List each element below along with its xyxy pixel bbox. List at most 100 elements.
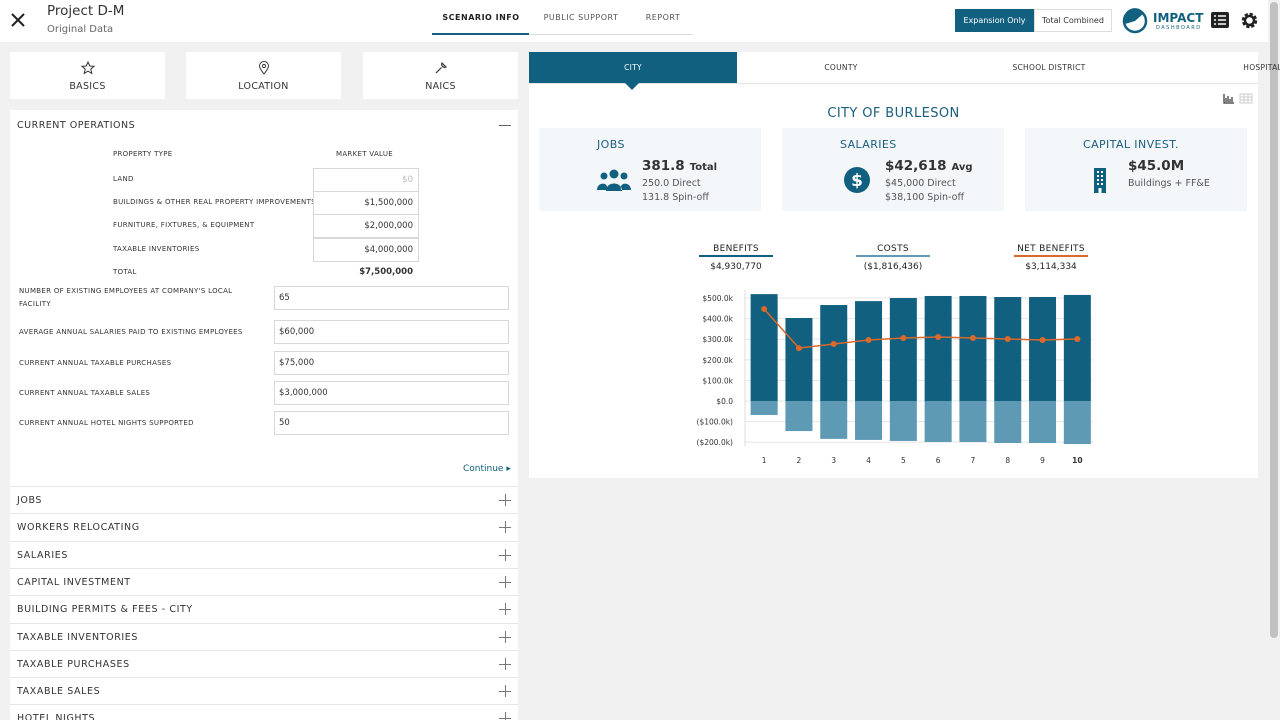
property-value[interactable]: $1,500,000 [364, 198, 413, 208]
kpi-icon: $ [844, 167, 870, 193]
kpi-card: CAPITAL INVEST. $45.0M Buildings + FF&E [1025, 128, 1247, 211]
field-value[interactable]: 65 [279, 293, 290, 303]
section-divider [10, 649, 518, 651]
collapse-icon[interactable] [499, 125, 511, 126]
property-label: BUILDINGS & OTHER REAL PROPERTY IMPROVEM… [113, 198, 316, 206]
logo-sub: DASHBOARD [1156, 25, 1202, 31]
property-value[interactable]: $2,000,000 [364, 221, 413, 231]
field-label: NUMBER OF EXISTING EMPLOYEES AT COMPANY'… [19, 287, 233, 308]
property-input[interactable]: $4,000,000 [313, 238, 419, 262]
toggle-inactive[interactable]: Total Combined [1034, 9, 1112, 32]
total-label: TOTAL [113, 268, 137, 276]
entity-tab[interactable]: SCHOOL DISTRICT [1012, 63, 1086, 72]
kpi-value: $45.0M [1128, 158, 1185, 174]
header [0, 0, 1268, 42]
kpi-main: $45.0M [1128, 158, 1184, 174]
project-subtitle: Original Data [47, 24, 114, 35]
nav-card[interactable]: NAICS [363, 52, 518, 99]
expand-icon[interactable] [505, 575, 506, 588]
field-label: CURRENT ANNUAL TAXABLE SALES [19, 388, 151, 397]
field-input[interactable]: $60,000 [274, 320, 509, 344]
tab-underline [432, 33, 529, 35]
property-label: FURNITURE, FIXTURES, & EQUIPMENT [113, 221, 255, 229]
header-tab[interactable]: PUBLIC SUPPORT [543, 13, 619, 22]
expand-icon[interactable] [505, 712, 506, 720]
close-icon[interactable] [11, 13, 25, 27]
section-label[interactable]: BUILDING PERMITS & FEES - CITY [17, 604, 193, 616]
expand-icon[interactable] [505, 603, 506, 616]
view-icons[interactable] [1223, 93, 1253, 105]
nav-icon [81, 61, 95, 75]
section-label[interactable]: HOTEL NIGHTS [17, 713, 96, 720]
kpi-value: 381.8 [642, 158, 685, 174]
entity-tab[interactable]: HOSPITAL [1243, 63, 1280, 72]
property-label: LAND [113, 175, 134, 183]
settings-icon[interactable] [1240, 11, 1259, 30]
nav-label[interactable]: NAICS [425, 81, 456, 92]
kpi-icon [597, 169, 631, 191]
continue-link[interactable]: Continue ▸ [463, 464, 511, 474]
field-value[interactable]: $75,000 [279, 358, 315, 368]
continue-text[interactable]: Continue [463, 464, 504, 474]
col-header: PROPERTY TYPE [113, 150, 173, 158]
field-value[interactable]: 50 [279, 418, 290, 428]
section-divider [10, 622, 518, 624]
field-label: CURRENT ANNUAL TAXABLE PURCHASES [19, 358, 172, 367]
property-input[interactable]: $2,000,000 [313, 214, 419, 238]
kpi-line: Buildings + FF&E [1128, 178, 1210, 189]
nav-label[interactable]: BASICS [69, 81, 106, 92]
scrollbar [1268, 0, 1280, 720]
section-label[interactable]: CAPITAL INVESTMENT [17, 576, 131, 588]
section-label[interactable]: JOBS [17, 495, 43, 506]
field-input[interactable]: 65 [274, 286, 509, 310]
header-tab[interactable]: SCENARIO INFO [442, 13, 520, 22]
header-tab[interactable]: REPORT [645, 13, 681, 22]
nav-card[interactable]: BASICS [10, 52, 165, 99]
section-title: CURRENT OPERATIONS [17, 120, 136, 131]
section-label[interactable]: WORKERS RELOCATING [17, 522, 140, 534]
field-input[interactable]: 50 [274, 411, 509, 435]
kpi-title: CAPITAL INVEST. [1083, 138, 1179, 151]
entity-tab[interactable]: CITY [529, 52, 737, 83]
kpi-unit: Avg [951, 162, 973, 173]
section-label[interactable]: SALARIES [17, 549, 68, 561]
nav-label[interactable]: LOCATION [238, 81, 289, 92]
property-input[interactable]: $0 [313, 168, 419, 192]
section-label[interactable]: TAXABLE INVENTORIES [17, 631, 139, 643]
expand-icon[interactable] [505, 685, 506, 698]
section-label[interactable]: TAXABLE PURCHASES [17, 658, 130, 670]
field-label: CURRENT ANNUAL HOTEL NIGHTS SUPPORTED [19, 418, 194, 427]
kpi-card: JOBS 381.8 Total 250.0 Direct 131.8 Spin-off [539, 128, 761, 211]
col-header: MARKET VALUE [336, 150, 394, 158]
field-value[interactable]: $3,000,000 [279, 388, 328, 398]
field-input[interactable]: $3,000,000 [274, 381, 509, 405]
svg-text:$: $ [851, 171, 863, 191]
kpi-card: SALARIES $ $42,618 Avg $45,000 Direct $38,100… [782, 128, 1004, 211]
tab-caret [625, 83, 639, 90]
section-divider [10, 677, 518, 679]
entity-tab[interactable]: COUNTY [824, 63, 858, 72]
toggle-active[interactable]: Expansion Only [955, 9, 1034, 32]
section-label[interactable]: TAXABLE SALES [17, 686, 101, 698]
list-icon[interactable] [1211, 12, 1229, 28]
kpi-line: $38,100 Spin-off [885, 192, 964, 203]
property-value[interactable]: $4,000,000 [364, 245, 413, 255]
expand-icon[interactable] [505, 657, 506, 670]
project-title: Project D-M [47, 3, 125, 19]
expand-icon[interactable] [505, 521, 506, 534]
kpi-title: SALARIES [840, 138, 897, 151]
expand-icon[interactable] [505, 494, 506, 506]
field-value[interactable]: $60,000 [279, 327, 315, 337]
field-input[interactable]: $75,000 [274, 351, 509, 375]
nav-card[interactable]: LOCATION [186, 52, 341, 99]
tab-rule [432, 34, 693, 35]
property-label: TAXABLE INVENTORIES [113, 245, 200, 253]
kpi-line: $45,000 Direct [885, 178, 956, 189]
kpi-value: $42,618 [885, 158, 947, 174]
expand-icon[interactable] [505, 548, 506, 561]
property-value[interactable]: $0 [402, 175, 413, 185]
property-input[interactable]: $1,500,000 [313, 191, 419, 215]
kpi-line: 131.8 Spin-off [642, 192, 709, 203]
expand-icon[interactable] [505, 630, 506, 643]
